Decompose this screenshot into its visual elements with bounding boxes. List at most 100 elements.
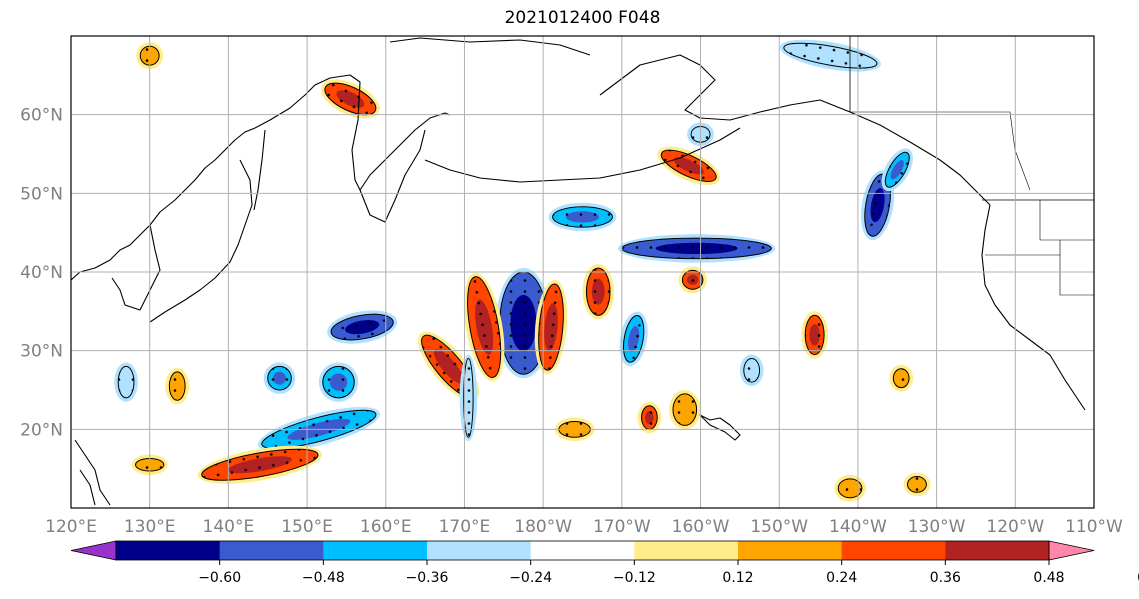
anomaly-blob: [860, 170, 895, 241]
anomaly-blob: [321, 79, 380, 119]
lat-tick-label: 30°N: [20, 342, 63, 362]
colorbar-tick-label: −0.36: [406, 570, 449, 586]
significance-stipple: [118, 366, 134, 398]
anomaly-blob: [779, 39, 881, 72]
colorbar-tick-label: −0.48: [302, 570, 345, 586]
coastline-north-alaska: [389, 37, 591, 56]
lon-tick-label: 160°E: [360, 517, 412, 537]
colorbar-tick-label: 0.48: [1033, 570, 1064, 586]
lat-tick-label: 40°N: [20, 263, 63, 283]
lat-tick-label: 20°N: [20, 420, 63, 440]
anomaly-blob: [668, 389, 701, 430]
coastline-na-west: [981, 204, 1086, 411]
coastline-korea: [111, 224, 161, 311]
lon-tick-label: 110°W: [1065, 517, 1123, 537]
anomaly-blob: [619, 311, 648, 367]
coastline-aleutians: [424, 127, 741, 183]
significance-stipple: [743, 358, 760, 383]
border-us-states: [985, 200, 1094, 296]
anomaly-blob: [114, 362, 138, 402]
significance-stipple: [621, 238, 772, 259]
coastline-philippines: [74, 439, 111, 506]
lon-tick-label: 130°E: [124, 517, 176, 537]
anomaly-blob: [678, 266, 707, 294]
anomaly-blob: [617, 234, 776, 263]
colorbar-tick-label: 0.60: [1137, 570, 1139, 586]
significance-stipple: [463, 358, 474, 438]
anomaly-blob: [548, 202, 617, 232]
anomaly-blob: [657, 146, 721, 186]
coastlines: [71, 36, 1094, 506]
map-title: 2021012400 F048: [504, 8, 661, 28]
anomaly-blob: [881, 148, 913, 192]
significance-stipple: [324, 83, 376, 115]
significance-stipple: [267, 366, 292, 391]
colorbar-bin: [945, 541, 1050, 560]
colorbar-extend-low: [70, 540, 117, 561]
significance-stipple: [552, 206, 613, 228]
colorbar-bin: [530, 541, 635, 560]
anomaly-blob: [801, 311, 829, 359]
lon-tick-label: 120°E: [45, 517, 97, 537]
coastline-hawaii: [699, 414, 741, 441]
lon-tick-label: 130°W: [908, 517, 966, 537]
coastline-asia: [71, 74, 451, 281]
significance-stipple: [641, 405, 658, 430]
anomaly-blob: [739, 354, 764, 387]
coastline-japan: [149, 159, 253, 323]
significance-stipple: [672, 393, 697, 426]
lon-tick-label: 150°E: [281, 517, 333, 537]
anomaly-blob: [165, 367, 190, 405]
anomaly-blob: [889, 364, 914, 392]
anomaly-blob: [463, 272, 505, 382]
significance-stipple: [783, 43, 877, 69]
lon-tick-label: 140°E: [203, 517, 255, 537]
latitude-labels: 20°N 30°N 40°N 50°N 60°N: [20, 106, 63, 441]
border-canada-provinces: [850, 111, 1031, 191]
map-frame: [70, 35, 1095, 509]
coastline-sakhalin: [253, 129, 266, 211]
significance-stipple: [201, 449, 319, 481]
anomaly-blob: [327, 310, 398, 344]
lon-tick-label: 140°W: [829, 517, 887, 537]
significance-stipple: [169, 371, 186, 401]
colorbar: [70, 540, 1095, 561]
anomaly-blob: [637, 401, 662, 434]
colorbar-bin: [841, 541, 946, 560]
lat-tick-label: 60°N: [20, 106, 63, 126]
anomaly-contours: [114, 39, 931, 502]
significance-stipple: [586, 268, 611, 316]
lon-tick-label: 150°W: [750, 517, 808, 537]
anomaly-blob: [459, 354, 478, 442]
colorbar-tick-label: 0.24: [826, 570, 857, 586]
colorbar-tick-label: −0.60: [198, 570, 241, 586]
lon-tick-label: 160°W: [672, 517, 730, 537]
anomaly-blob: [582, 264, 615, 320]
significance-stipple: [864, 174, 891, 237]
anomaly-blob: [903, 472, 931, 497]
colorbar-bin: [634, 541, 739, 560]
anomaly-blob: [834, 474, 866, 502]
colorbar-tick-label: −0.24: [509, 570, 552, 586]
significance-stipple: [907, 476, 927, 493]
coastline-kamchatka: [359, 129, 426, 223]
significance-stipple: [467, 276, 501, 378]
colorbar-tick-label: 0.36: [930, 570, 961, 586]
lon-tick-label: 180°W: [514, 517, 572, 537]
significance-stipple: [893, 368, 910, 388]
colorbar-bin: [219, 541, 324, 560]
colorbar-tick-labels: −0.60 −0.48 −0.36 −0.24 −0.12 0.12 0.24 0.36 0.4…: [198, 560, 1139, 586]
lon-tick-label: 170°W: [593, 517, 651, 537]
anomaly-blob: [197, 445, 322, 484]
lon-tick-label: 120°W: [986, 517, 1044, 537]
significance-stipple: [331, 314, 394, 340]
anomaly-blob: [318, 362, 359, 402]
grid-lines: [71, 36, 1094, 508]
coastline-alaska: [599, 54, 991, 206]
colorbar-bin: [738, 541, 843, 560]
significance-stipple: [838, 478, 862, 498]
colorbar-frame: [115, 540, 1050, 561]
colorbar-tick-label: −0.12: [613, 570, 656, 586]
colorbar-extend-high: [1048, 540, 1095, 561]
